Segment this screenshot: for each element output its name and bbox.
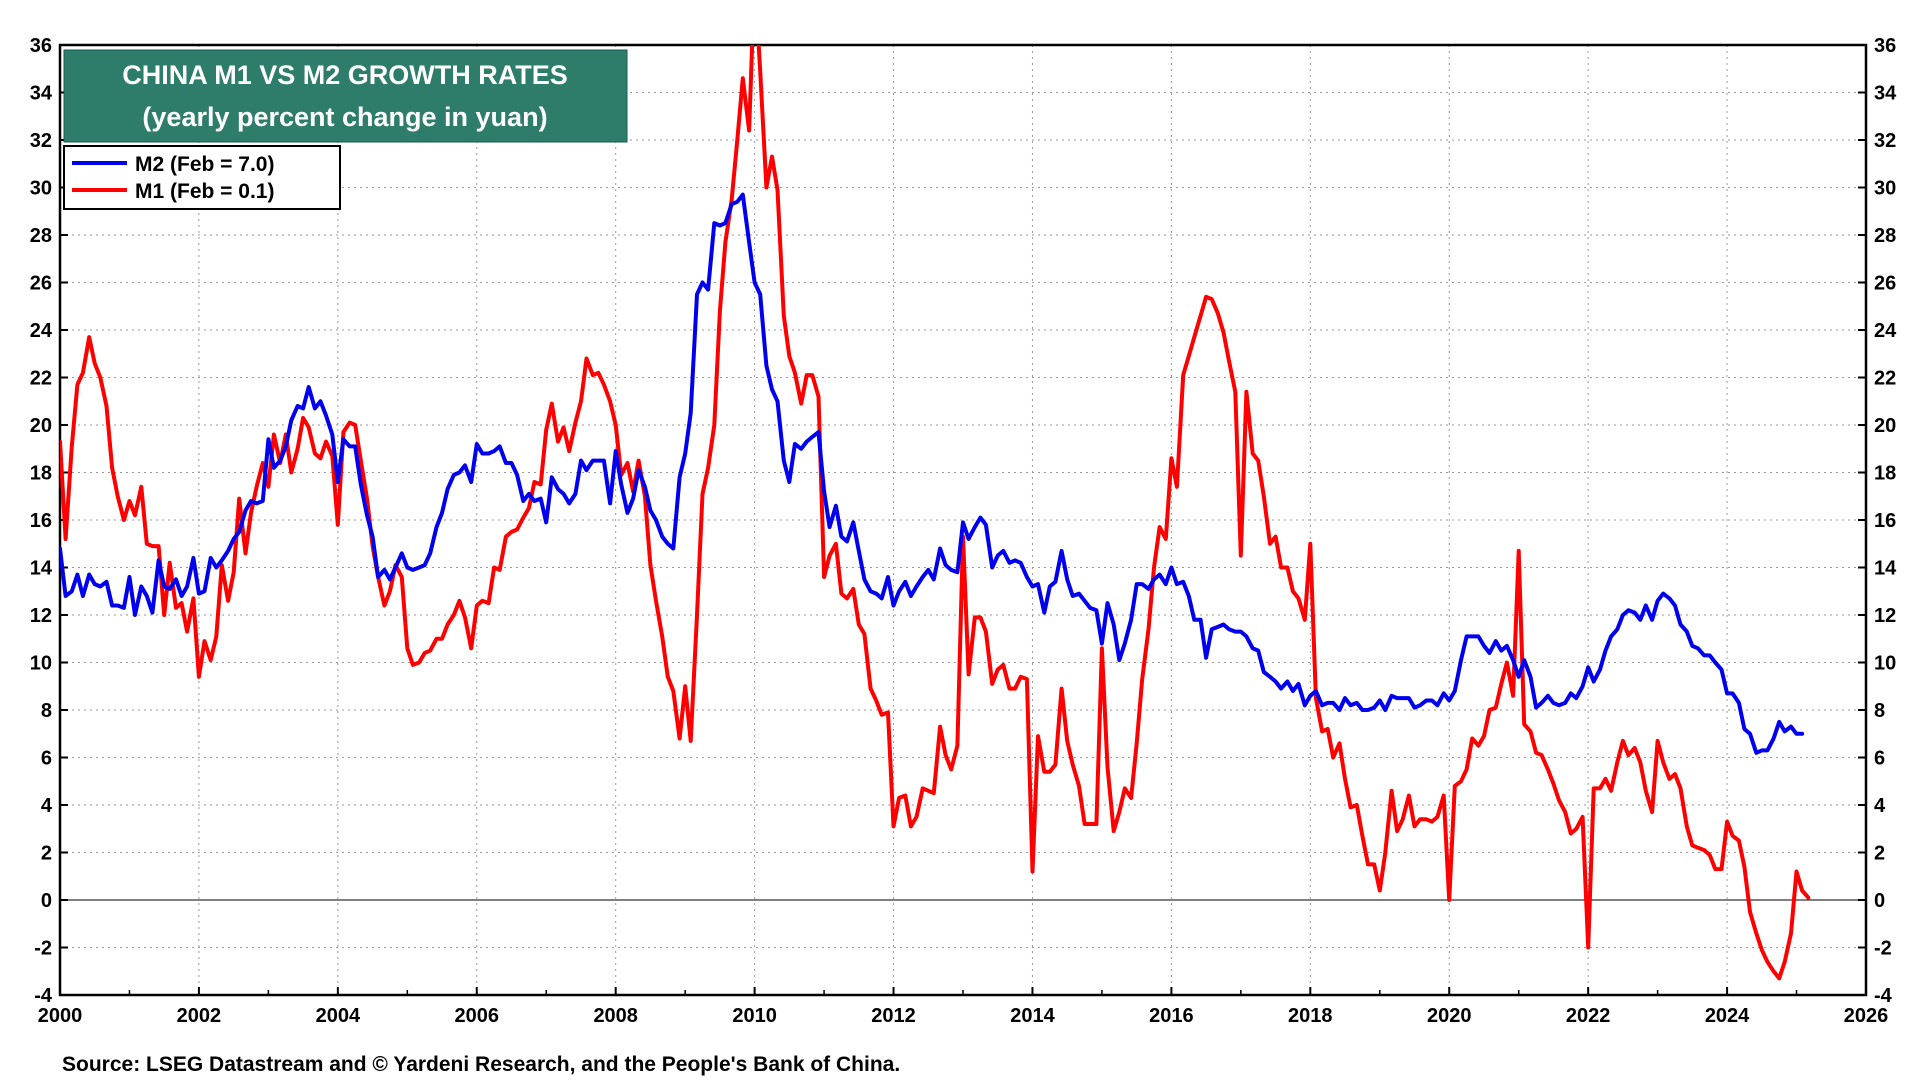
legend-label-m2: M2 (Feb = 7.0) [135,153,274,176]
y-tick-label-left: 8 [41,700,52,722]
y-tick-label-right: 16 [1874,510,1896,532]
y-tick-label-right: 20 [1874,415,1896,437]
y-tick-label-left: 26 [30,273,52,295]
y-tick-label-left: 28 [30,225,52,247]
y-tick-label-left: -4 [34,985,53,1007]
y-tick-label-left: 36 [30,35,52,57]
y-tick-label-left: 32 [30,130,52,152]
x-tick-label: 2024 [1705,1005,1750,1027]
y-tick-label-right: 26 [1874,273,1896,295]
y-tick-label-left: -2 [34,938,52,960]
x-tick-label: 2020 [1427,1005,1472,1027]
y-tick-label-right: 36 [1874,35,1896,57]
series-line-m1 [60,45,1811,981]
x-tick-label: 2016 [1149,1005,1194,1027]
x-tick-label: 2006 [455,1005,500,1027]
y-tick-label-right: 10 [1874,653,1896,675]
y-tick-label-right: 24 [1874,320,1897,342]
y-tick-label-right: 0 [1874,890,1885,912]
y-tick-label-right: 8 [1874,700,1885,722]
y-tick-label-right: 2 [1874,843,1885,865]
y-tick-label-left: 4 [41,795,53,817]
y-tick-label-left: 34 [30,83,53,105]
x-tick-label: 2010 [732,1005,777,1027]
y-tick-label-left: 24 [30,320,53,342]
plot-frame [58,43,1868,997]
y-tick-label-right: -4 [1874,985,1893,1007]
y-tick-label-left: 22 [30,368,52,390]
x-tick-label: 2012 [871,1005,916,1027]
title-background [63,49,628,143]
y-tick-label-right: 18 [1874,463,1896,485]
y-tick-label-left: 10 [30,653,52,675]
y-tick-label-right: 12 [1874,605,1896,627]
y-tick-label-left: 18 [30,463,52,485]
source-note: Source: LSEG Datastream and © Yardeni Re… [62,1053,900,1076]
series-layer [60,45,1811,981]
series-line-m2 [60,192,1805,755]
y-tick-label-right: 4 [1874,795,1886,817]
y-tick-label-left: 16 [30,510,52,532]
x-tick-label: 2026 [1844,1005,1889,1027]
y-tick-label-left: 0 [41,890,52,912]
x-tick-label: 2022 [1566,1005,1611,1027]
y-tick-label-left: 6 [41,748,52,770]
y-tick-label-right: -2 [1874,938,1892,960]
y-tick-label-right: 32 [1874,130,1896,152]
y-tick-label-right: 6 [1874,748,1885,770]
legend-label-m1: M1 (Feb = 0.1) [135,180,274,203]
chart-title: CHINA M1 VS M2 GROWTH RATES [122,60,568,90]
y-tick-label-left: 2 [41,843,52,865]
x-tick-label: 2008 [593,1005,638,1027]
y-tick-label-right: 34 [1874,83,1897,105]
y-tick-label-right: 30 [1874,178,1896,200]
y-tick-label-left: 12 [30,605,52,627]
y-tick-label-right: 28 [1874,225,1896,247]
x-tick-label: 2000 [38,1005,83,1027]
y-tick-label-left: 14 [30,558,53,580]
y-tick-label-left: 30 [30,178,52,200]
x-tick-label: 2018 [1288,1005,1333,1027]
y-tick-label-right: 14 [1874,558,1897,580]
legend-box [63,145,341,210]
legend: M2 (Feb = 7.0) M1 (Feb = 0.1) [63,145,341,210]
x-tick-label: 2004 [316,1005,361,1027]
chart-title-box: CHINA M1 VS M2 GROWTH RATES (yearly perc… [63,49,628,143]
x-tick-label: 2014 [1010,1005,1055,1027]
x-tick-label: 2002 [177,1005,222,1027]
y-tick-label-left: 20 [30,415,52,437]
y-tick-label-right: 22 [1874,368,1896,390]
chart-subtitle: (yearly percent change in yuan) [142,102,547,132]
